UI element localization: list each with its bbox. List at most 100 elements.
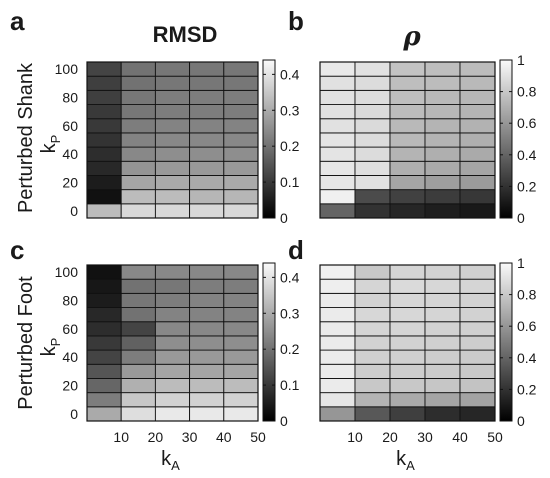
- y-tick-label: 80: [62, 89, 78, 105]
- heatmap-cell: [86, 146, 122, 162]
- heatmap-cell: [154, 89, 191, 105]
- heatmap-cell: [319, 104, 356, 120]
- heatmap-cell: [189, 406, 225, 422]
- plot-frame: [86, 61, 259, 219]
- heatmap-cell: [389, 75, 426, 91]
- column-title: RMSD: [153, 22, 218, 47]
- heatmap-cell: [459, 104, 496, 120]
- heatmap-cell: [319, 292, 356, 308]
- heatmap-cell: [389, 278, 426, 294]
- heatmap-cell: [120, 89, 156, 105]
- heatmap-cell: [424, 160, 461, 176]
- heatmap-cell: [223, 278, 259, 294]
- heatmap-cell: [354, 118, 391, 134]
- heatmap-cell: [223, 175, 259, 191]
- heatmap-cell: [459, 321, 496, 337]
- heatmap-cell: [459, 203, 496, 219]
- colorbar-tick-label: 1: [517, 255, 525, 271]
- heatmap-cell: [389, 104, 426, 120]
- x-tick-label: 10: [347, 429, 363, 445]
- panel-letter: b: [288, 6, 304, 36]
- heatmap-cell: [223, 349, 259, 365]
- heatmap-cell: [189, 203, 225, 219]
- heatmap-cell: [319, 160, 356, 176]
- heatmap-cell: [319, 203, 356, 219]
- heatmap-cell: [459, 392, 496, 408]
- heatmap-cell: [189, 278, 225, 294]
- heatmap-cell: [189, 104, 225, 120]
- heatmap-cell: [223, 118, 259, 134]
- heatmap-cell: [86, 75, 122, 91]
- heatmap-cell: [120, 160, 156, 176]
- colorbar-tick-label: 0: [517, 210, 525, 226]
- heatmap-cell: [223, 104, 259, 120]
- plot-frame: [319, 61, 496, 219]
- heatmap-cell: [189, 175, 225, 191]
- heatmap-cell: [319, 61, 356, 77]
- heatmap-cell: [354, 321, 391, 337]
- heatmap-cell: [154, 335, 191, 351]
- heatmap-cell: [319, 392, 356, 408]
- heatmap-cell: [189, 335, 225, 351]
- colorbar: [499, 262, 513, 422]
- panel-letter: c: [10, 235, 24, 265]
- heatmap-cell: [319, 132, 356, 148]
- heatmap-cell: [354, 89, 391, 105]
- heatmap-cell: [459, 335, 496, 351]
- heatmap-cell: [223, 264, 259, 280]
- heatmap-cell: [120, 349, 156, 365]
- heatmap-cell: [354, 363, 391, 379]
- heatmap-cell: [424, 189, 461, 205]
- heatmap-cell: [459, 146, 496, 162]
- panel-d: d 10 20 30 40 50 kA 0 0.2 0.4 0.6 0.8 1: [288, 235, 537, 473]
- y-axis-label: kP: [38, 135, 63, 154]
- heatmap-cell: [459, 118, 496, 134]
- heatmap-cell: [189, 75, 225, 91]
- panel-c: c 0 20 40 60 80 100 10 20 30 40 50 kP kA 0 0.1 0.2 0.3 0.4: [10, 235, 300, 473]
- heatmap-cell: [223, 307, 259, 323]
- heatmap-cell: [154, 292, 191, 308]
- heatmap-cell: [319, 321, 356, 337]
- heatmap-cell: [459, 132, 496, 148]
- heatmap-cell: [223, 392, 259, 408]
- heatmap-cell: [154, 264, 191, 280]
- heatmap-cell: [459, 189, 496, 205]
- heatmap-cell: [86, 264, 122, 280]
- heatmap-cell: [154, 203, 191, 219]
- heatmap-cell: [424, 132, 461, 148]
- heatmap-cell: [424, 89, 461, 105]
- heatmap-cell: [424, 321, 461, 337]
- heatmap-cell: [120, 292, 156, 308]
- heatmap-cell: [354, 406, 391, 422]
- row-label-foot: Perturbed Foot: [15, 276, 37, 410]
- heatmap-cell: [223, 61, 259, 77]
- heatmap-cell: [154, 278, 191, 294]
- colorbar-tick-label: 0: [280, 210, 288, 226]
- heatmap-cell: [319, 189, 356, 205]
- heatmap-cell: [319, 349, 356, 365]
- heatmap-cell: [120, 264, 156, 280]
- heatmap-cell: [86, 132, 122, 148]
- heatmap-cell: [459, 89, 496, 105]
- y-axis-label: kP: [38, 338, 63, 357]
- plot-frame: [319, 264, 496, 422]
- heatmap-cell: [354, 104, 391, 120]
- heatmap-cell: [223, 335, 259, 351]
- heatmap-cell: [319, 335, 356, 351]
- heatmap-cell: [154, 75, 191, 91]
- colorbar: [262, 262, 276, 422]
- colorbar-tick-label: 0.2: [517, 178, 537, 194]
- colorbar-tick-label: 0.3: [280, 305, 300, 321]
- heatmap-cell: [86, 292, 122, 308]
- heatmap-cell: [389, 307, 426, 323]
- heatmap-cell: [154, 378, 191, 394]
- heatmap-cell: [86, 61, 122, 77]
- x-tick-label: 40: [216, 429, 232, 445]
- heatmap-cell: [354, 75, 391, 91]
- colorbar-tick-label: 0.1: [280, 377, 300, 393]
- heatmap-cell: [354, 146, 391, 162]
- heatmap-cell: [459, 160, 496, 176]
- heatmap-cell: [459, 278, 496, 294]
- colorbar-tick-label: 1: [517, 52, 525, 68]
